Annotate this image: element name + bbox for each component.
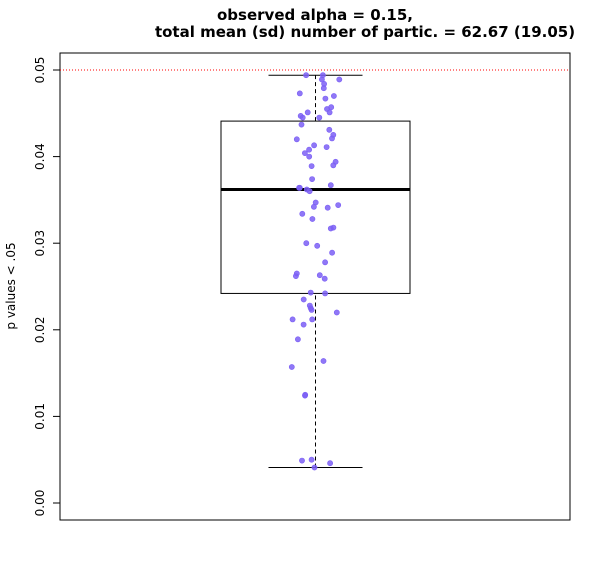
chart-title-line-2: total mean (sd) number of partic. = 62.6…: [155, 23, 575, 41]
data-point: [300, 296, 307, 303]
data-points-layer: [288, 72, 343, 471]
y-tick-label: 0.05: [33, 57, 47, 84]
data-point: [303, 240, 310, 247]
interquartile-box: [220, 120, 411, 294]
chart-title: observed alpha = 0.15, total mean (sd) n…: [155, 6, 575, 41]
data-point: [303, 72, 309, 79]
data-point: [329, 135, 335, 142]
data-point: [308, 163, 315, 169]
data-point: [326, 126, 333, 133]
data-point: [311, 142, 317, 149]
y-axis: 0.00 0.01 0.02 0.03 0.04 0.05: [33, 57, 61, 517]
data-point: [329, 249, 335, 256]
data-point: [296, 90, 303, 97]
data-point: [306, 146, 312, 153]
data-point: [289, 316, 296, 323]
data-point: [299, 114, 306, 121]
data-point: [298, 121, 305, 128]
y-tick-label: 0.01: [33, 403, 47, 430]
data-point: [336, 76, 343, 83]
data-point: [327, 182, 334, 189]
data-point: [314, 242, 321, 249]
data-point: [327, 460, 333, 467]
data-point: [309, 216, 316, 222]
data-point: [320, 85, 327, 92]
data-point: [288, 364, 295, 370]
data-point: [294, 336, 301, 343]
data-point: [308, 456, 315, 463]
data-point: [316, 114, 323, 121]
data-point: [309, 176, 315, 182]
data-point: [330, 93, 337, 99]
data-point: [316, 272, 323, 279]
y-axis-label: p values < .05: [4, 242, 18, 329]
data-point: [299, 457, 305, 464]
boxplot-box-layer: [220, 74, 411, 468]
data-point: [292, 273, 299, 279]
data-point: [296, 184, 302, 191]
data-point: [320, 358, 327, 364]
data-point: [322, 290, 328, 297]
data-point: [307, 289, 314, 296]
y-tick-label: 0.02: [33, 316, 47, 343]
chart-title-line-1: observed alpha = 0.15,: [217, 6, 413, 24]
y-tick-label: 0.03: [33, 230, 47, 257]
data-point: [311, 464, 318, 471]
data-point: [304, 109, 311, 116]
data-point: [330, 162, 337, 169]
data-point: [293, 136, 300, 143]
data-point: [326, 109, 333, 116]
data-point: [310, 203, 317, 210]
data-point: [301, 150, 308, 156]
data-point: [306, 188, 313, 195]
data-point: [308, 306, 315, 313]
data-point: [309, 316, 316, 323]
data-point: [306, 153, 313, 160]
data-point: [323, 144, 330, 150]
data-point: [321, 275, 328, 282]
data-point: [333, 309, 340, 316]
data-point: [300, 321, 307, 328]
data-point: [322, 259, 328, 266]
data-point: [302, 392, 308, 399]
y-tick-label: 0.00: [33, 490, 47, 517]
data-point: [327, 225, 334, 232]
data-point: [299, 210, 306, 217]
y-tick-label: 0.04: [33, 143, 47, 170]
data-point: [322, 95, 329, 102]
data-point: [324, 204, 331, 211]
data-point: [335, 202, 342, 208]
